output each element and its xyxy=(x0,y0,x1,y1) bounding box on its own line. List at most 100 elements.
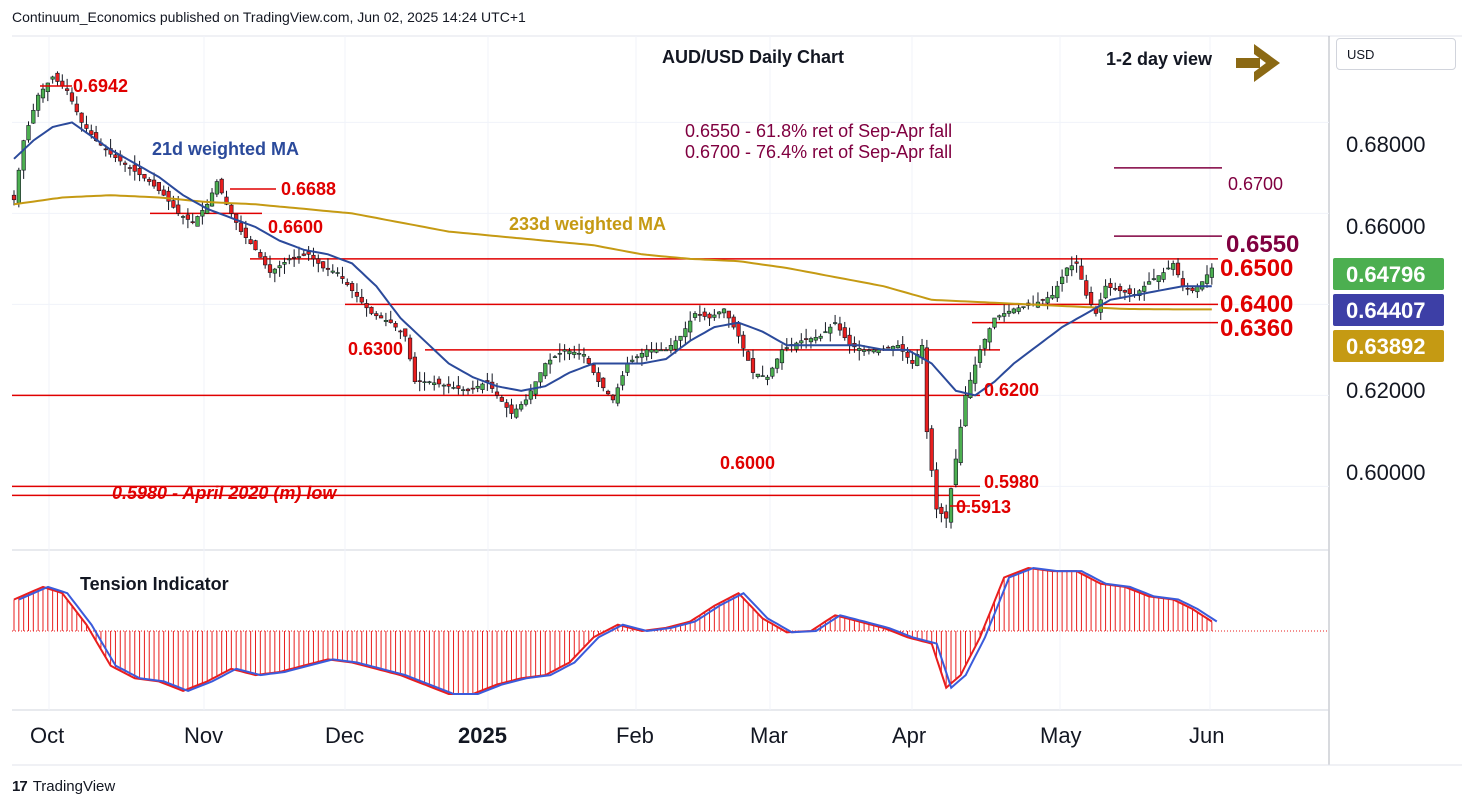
candle-body xyxy=(620,375,625,386)
candle-body xyxy=(1002,313,1007,317)
target-label-0.6700: 0.6700 xyxy=(1228,174,1283,194)
candle-body xyxy=(1146,281,1152,285)
candle-body xyxy=(1166,267,1171,270)
level-label-0.6000: 0.6000 xyxy=(720,453,775,473)
currency-selector[interactable]: USD xyxy=(1336,38,1456,70)
candle-body xyxy=(224,196,229,205)
candle-body xyxy=(1180,278,1185,287)
candle-body xyxy=(659,349,664,352)
candle-body xyxy=(784,347,789,349)
candle-body xyxy=(263,256,268,266)
level-label-0.6500: 0.6500 xyxy=(1220,255,1293,282)
candle-body xyxy=(866,349,872,352)
candle-body xyxy=(325,267,331,270)
candle-body xyxy=(707,313,712,319)
candle-body xyxy=(765,376,770,380)
level-label-0.6300: 0.6300 xyxy=(348,339,403,359)
candles xyxy=(11,71,1214,529)
current-price-value: 0.64796 xyxy=(1346,262,1426,287)
candle-body xyxy=(1117,286,1123,292)
candle-body xyxy=(122,162,128,165)
high-oct-marker: 0.6942 xyxy=(40,76,128,96)
tension-histogram xyxy=(13,568,1213,694)
candle-body xyxy=(601,377,606,389)
candle-body xyxy=(847,334,852,346)
ma21-line xyxy=(13,121,1212,397)
candle-body xyxy=(929,428,934,471)
candle-body xyxy=(1103,285,1108,299)
candle-body xyxy=(176,204,181,214)
ma233-label: 233d weighted MA xyxy=(509,214,666,234)
candle-body xyxy=(26,125,31,141)
candle-body xyxy=(461,389,466,391)
candle-body xyxy=(40,88,46,99)
candle-body xyxy=(982,338,987,349)
footer-brand-label: TradingView xyxy=(32,778,116,795)
candle-body xyxy=(16,169,21,204)
candle-body xyxy=(306,251,311,255)
candle-body xyxy=(311,254,316,260)
candle-body xyxy=(997,315,1002,318)
candle-body xyxy=(296,256,302,258)
candle-body xyxy=(190,221,195,223)
candle-body xyxy=(171,200,176,208)
candle-body xyxy=(209,192,215,207)
candle-body xyxy=(1108,282,1113,288)
candle-body xyxy=(1175,262,1181,276)
ma21-label: 21d weighted MA xyxy=(152,139,299,159)
y-tick-label: 0.68000 xyxy=(1346,132,1426,157)
candle-body xyxy=(147,179,152,182)
candle-body xyxy=(818,335,823,339)
candle-body xyxy=(543,363,548,377)
candle-body xyxy=(1045,297,1050,304)
candle-body xyxy=(132,164,137,172)
candle-body xyxy=(886,346,891,349)
candle-body xyxy=(151,179,157,187)
tradingview-logo-icon: 17 xyxy=(12,778,28,795)
candle-body xyxy=(243,227,248,238)
ma233-value: 0.63892 xyxy=(1346,334,1426,359)
candle-body xyxy=(987,328,992,343)
candle-body xyxy=(403,328,408,337)
level-label-0.6400: 0.6400 xyxy=(1220,291,1293,318)
y-tick-label: 0.66000 xyxy=(1346,214,1426,239)
candle-body xyxy=(1064,267,1070,276)
footer-brand[interactable]: 17 TradingView xyxy=(12,778,115,795)
candle-body xyxy=(31,109,36,124)
candle-body xyxy=(591,364,596,373)
candle-body xyxy=(446,383,451,387)
candle-body xyxy=(137,168,142,176)
candle-body xyxy=(89,130,94,135)
candle-body xyxy=(775,358,780,369)
candle-body xyxy=(480,383,485,390)
candle-body xyxy=(688,320,693,333)
candle-body xyxy=(895,345,900,349)
candle-body xyxy=(427,381,432,383)
candle-body xyxy=(692,313,698,318)
candle-body xyxy=(562,349,567,352)
candle-body xyxy=(615,387,620,404)
candle-body xyxy=(1122,290,1127,293)
candle-body xyxy=(1011,308,1016,314)
candle-body xyxy=(1055,285,1060,299)
candle-body xyxy=(1079,265,1084,280)
candle-body xyxy=(451,387,456,389)
candle-body xyxy=(977,349,983,363)
level-label-0.6600: 0.6600 xyxy=(268,217,323,237)
candle-body xyxy=(596,372,601,382)
tension-signal-line xyxy=(13,566,1213,695)
candle-body xyxy=(630,359,635,362)
candle-body xyxy=(282,261,287,265)
candle-body xyxy=(253,240,258,251)
candle-body xyxy=(65,88,70,91)
candle-body xyxy=(36,94,41,111)
candle-body xyxy=(581,354,587,357)
candle-body xyxy=(378,315,384,319)
candle-body xyxy=(393,323,398,328)
candle-body xyxy=(717,311,722,315)
low-apr-marker: 0.5913 xyxy=(950,497,1011,517)
x-tick-label: Feb xyxy=(616,723,654,748)
candle-body xyxy=(731,316,736,328)
candle-body xyxy=(1190,287,1195,292)
